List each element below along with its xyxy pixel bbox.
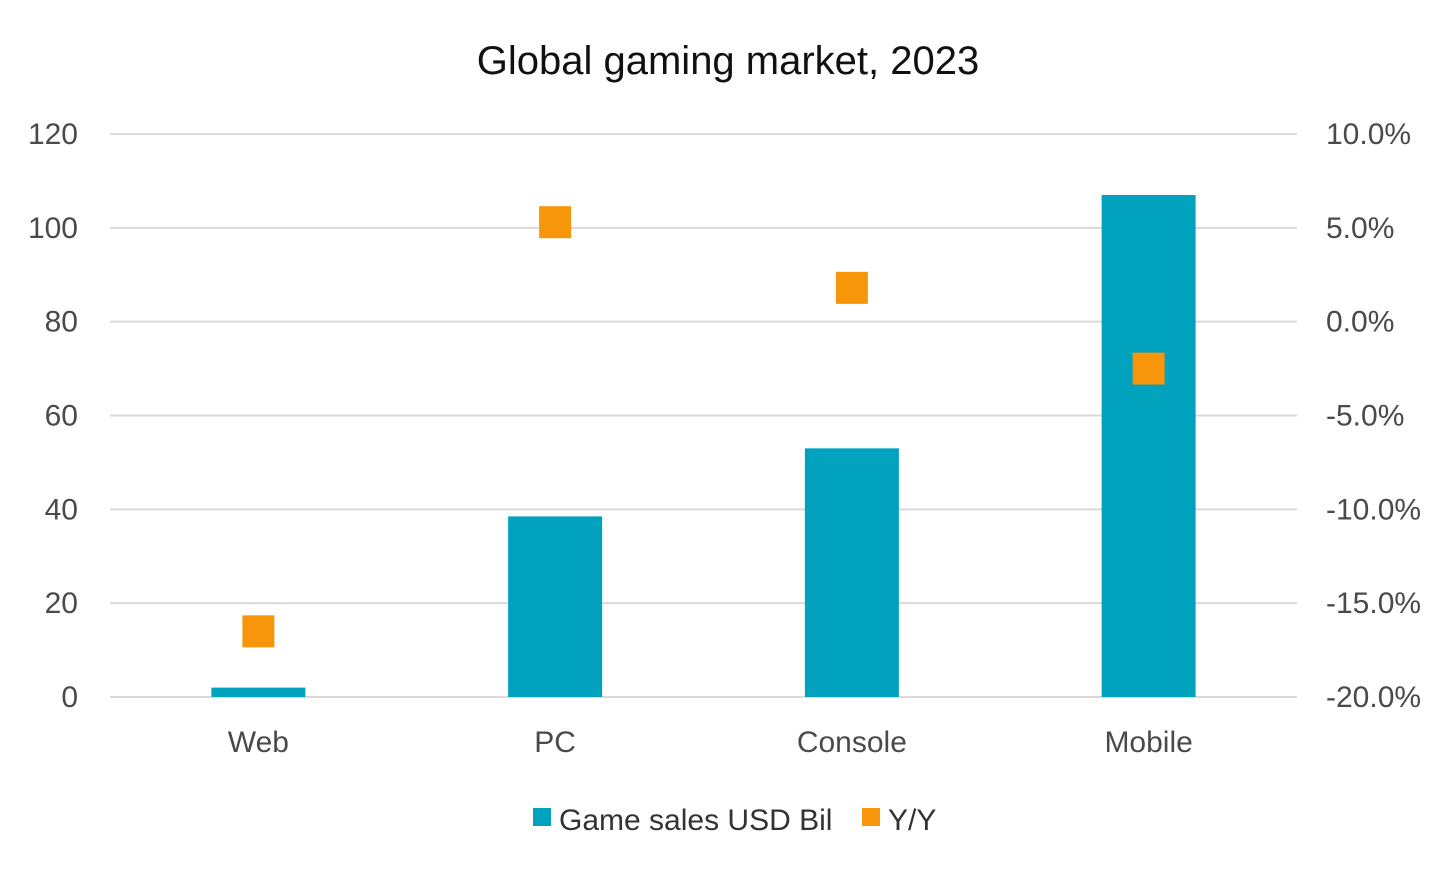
right-tick-label: 10.0% (1326, 118, 1411, 151)
x-axis-labels: Web PC Console Mobile (228, 726, 1193, 759)
legend-swatch-yy (862, 808, 880, 826)
bar-pc (508, 516, 603, 697)
legend-label-game-sales: Game sales USD Bil (559, 804, 832, 837)
left-tick-label: 0 (61, 681, 78, 714)
marker-series (242, 206, 1165, 648)
left-axis-ticks: 0 20 40 60 80 100 120 (28, 118, 78, 714)
legend: Game sales USD Bil Y/Y (533, 804, 936, 837)
x-tick-label: Console (797, 726, 907, 759)
marker-web (242, 615, 275, 648)
legend-label-yy: Y/Y (888, 804, 936, 837)
marker-console (835, 271, 868, 304)
chart-title: Global gaming market, 2023 (477, 39, 980, 83)
bar-web (211, 687, 306, 697)
right-tick-label: -5.0% (1326, 400, 1404, 433)
x-tick-label: Mobile (1104, 726, 1192, 759)
right-tick-label: 5.0% (1326, 212, 1394, 245)
gridlines (110, 133, 1297, 698)
bar-series (211, 194, 1196, 697)
left-tick-label: 100 (28, 212, 78, 245)
bar-console (804, 448, 899, 697)
left-tick-label: 40 (45, 493, 78, 526)
x-tick-label: Web (228, 726, 289, 759)
right-tick-label: -10.0% (1326, 493, 1421, 526)
right-axis-ticks: -20.0% -15.0% -10.0% -5.0% 0.0% 5.0% 10.0% (1326, 118, 1421, 714)
right-tick-label: 0.0% (1326, 306, 1394, 339)
right-tick-label: -20.0% (1326, 681, 1421, 714)
marker-mobile (1132, 352, 1165, 385)
left-tick-label: 60 (45, 400, 78, 433)
bar-mobile (1101, 194, 1196, 697)
x-tick-label: PC (534, 726, 576, 759)
right-tick-label: -15.0% (1326, 587, 1421, 620)
marker-pc (539, 206, 572, 239)
left-tick-label: 80 (45, 306, 78, 339)
legend-swatch-game-sales (533, 808, 551, 826)
left-tick-label: 20 (45, 587, 78, 620)
left-tick-label: 120 (28, 118, 78, 151)
